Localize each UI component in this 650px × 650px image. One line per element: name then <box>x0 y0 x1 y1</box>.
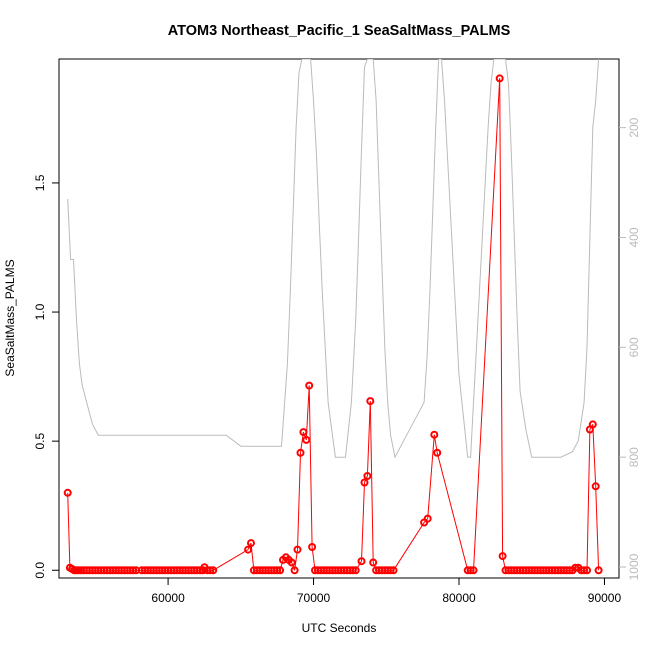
data-line-segment <box>355 560 362 571</box>
x-axis-label: UTC Seconds <box>302 621 377 635</box>
x-tick-label: 70000 <box>297 591 331 605</box>
data-series-points <box>63 74 603 575</box>
data-line-segment <box>436 452 469 571</box>
x-tick-label: 90000 <box>588 591 622 605</box>
data-point <box>293 545 302 554</box>
data-line-segment <box>291 562 296 571</box>
data-point <box>580 566 589 575</box>
data-line-segment <box>297 452 301 550</box>
data-line-segment <box>473 78 501 571</box>
y-tick-label: 0.0 <box>33 562 47 579</box>
x-axis: 60000 70000 80000 90000 <box>151 578 621 605</box>
data-line-segment <box>369 401 374 563</box>
data-point <box>583 566 591 575</box>
data-point <box>302 435 311 444</box>
data-point <box>591 482 600 491</box>
altitude-line <box>67 59 600 459</box>
data-point <box>389 566 398 575</box>
data-point <box>363 472 372 480</box>
x-tick-label: 60000 <box>151 591 185 605</box>
y-tick-label: 1.5 <box>33 174 47 191</box>
data-line-segment <box>212 549 249 571</box>
data-point <box>433 448 442 457</box>
y2-tick-label: 400 <box>627 227 641 247</box>
data-point <box>63 488 72 497</box>
data-point <box>308 543 317 551</box>
data-point <box>129 566 138 575</box>
data-point <box>247 539 255 548</box>
data-point <box>366 397 375 406</box>
y2-axis: 200 400 600 800 1000 <box>619 117 641 580</box>
y2-tick-label: 600 <box>627 337 641 357</box>
data-point <box>423 514 432 523</box>
data-line-segment <box>592 424 597 487</box>
data-line-segment <box>302 431 307 441</box>
y2-tick-label: 200 <box>627 117 641 137</box>
data-line-segment <box>308 385 313 548</box>
data-point <box>209 566 218 575</box>
chart-title: ATOM3 Northeast_Pacific_1 SeaSaltMass_PA… <box>168 23 511 39</box>
data-point <box>273 566 282 575</box>
data-series-lines <box>67 78 600 571</box>
data-point <box>287 558 296 567</box>
data-line-segment <box>595 486 600 571</box>
data-point <box>299 428 308 437</box>
data-point <box>296 448 305 457</box>
data-point <box>290 566 299 575</box>
x-tick-label: 80000 <box>442 591 476 605</box>
y2-tick-label: 800 <box>627 447 641 467</box>
data-point <box>206 566 215 575</box>
data-point <box>369 558 378 567</box>
data-line-segment <box>586 429 591 571</box>
data-point <box>305 381 314 390</box>
data-line-segment <box>427 434 435 519</box>
data-line-segment <box>393 522 425 571</box>
data-point <box>244 545 253 554</box>
data-point <box>588 420 597 429</box>
y-tick-label: 1.0 <box>33 303 47 320</box>
data-point <box>430 430 439 439</box>
y-tick-label: 0.5 <box>33 432 47 449</box>
y2-tick-label: 1000 <box>627 553 641 580</box>
data-line-segment <box>250 543 255 571</box>
data-point <box>351 566 360 575</box>
data-point <box>469 566 478 575</box>
data-point <box>360 478 369 487</box>
data-point <box>276 566 285 575</box>
data-point <box>348 566 357 575</box>
y-axis: 0.0 0.5 1.0 1.5 <box>33 174 59 579</box>
plot-frame <box>58 58 620 579</box>
data-point <box>498 552 507 561</box>
data-line-segment <box>499 78 504 557</box>
data-point <box>594 566 603 575</box>
altitude-series <box>67 59 600 459</box>
data-point <box>357 557 366 566</box>
data-point <box>386 566 395 575</box>
data-point <box>495 74 504 83</box>
y-axis-label: SeaSaltMass_PALMS <box>3 259 17 376</box>
data-line-segment <box>361 482 365 562</box>
data-line-segment <box>67 492 71 568</box>
data-line-segment <box>366 401 371 477</box>
data-point <box>466 566 475 575</box>
